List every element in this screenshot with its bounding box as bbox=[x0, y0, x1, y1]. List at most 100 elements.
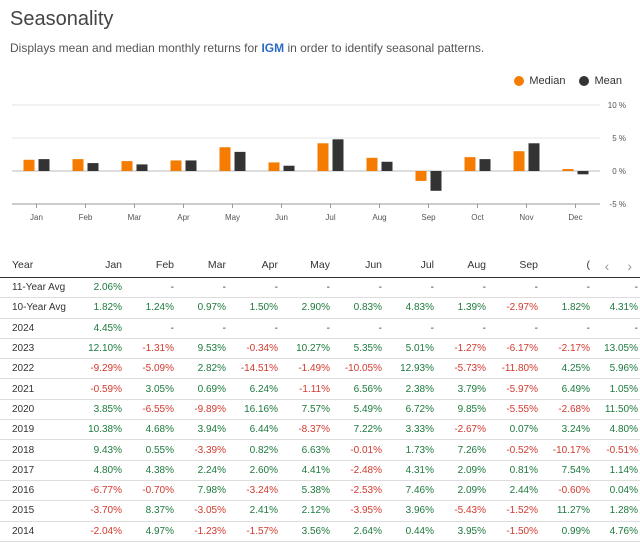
bar-mean-sep bbox=[430, 171, 442, 191]
bar-mean-jan bbox=[38, 159, 50, 171]
x-tick-label: Mar bbox=[128, 213, 142, 222]
y-tick-label: 5 % bbox=[612, 134, 626, 143]
return-cell: 7.98% bbox=[176, 480, 228, 502]
return-cell: - bbox=[488, 277, 540, 299]
table-row: 2021 -0.59% 3.05% 0.69% 6.24% -1.11% 6.56% 2.38… bbox=[0, 378, 640, 400]
return-cell: 3.33% bbox=[384, 419, 436, 441]
bar-mean-mar bbox=[136, 164, 148, 171]
bar-median-jul bbox=[317, 143, 329, 171]
return-cell: - bbox=[228, 318, 280, 339]
return-cell: - bbox=[124, 277, 176, 299]
return-cell: 6.56% bbox=[332, 378, 384, 400]
return-cell: 2.60% bbox=[228, 460, 280, 481]
row-year-label: 2015 bbox=[0, 500, 72, 522]
legend-label-median: Median bbox=[529, 75, 566, 87]
chart-legend: Median Mean bbox=[514, 75, 622, 87]
return-cell: -3.24% bbox=[228, 480, 280, 502]
return-cell: 1.82% bbox=[540, 297, 592, 319]
return-cell: -9.29% bbox=[72, 358, 124, 380]
bar-mean-feb bbox=[87, 163, 99, 171]
return-cell: 6.63% bbox=[280, 439, 332, 461]
return-cell: - bbox=[332, 318, 384, 339]
return-cell: 0.99% bbox=[540, 521, 592, 542]
return-cell: 7.54% bbox=[540, 460, 592, 481]
column-header-sep: Sep bbox=[488, 252, 540, 278]
x-tick-label: Feb bbox=[79, 213, 93, 222]
return-cell: - bbox=[176, 277, 228, 299]
mean-swatch-icon bbox=[579, 76, 590, 86]
legend-item-mean[interactable]: Mean bbox=[579, 75, 622, 87]
return-cell: 5.35% bbox=[332, 338, 384, 360]
return-cell: 2.12% bbox=[280, 500, 332, 522]
return-cell: 1.28% bbox=[592, 500, 640, 522]
subtitle-text-post: in order to identify seasonal patterns. bbox=[284, 41, 485, 55]
return-cell: 0.97% bbox=[176, 297, 228, 319]
return-cell: - bbox=[332, 277, 384, 299]
return-cell: 7.22% bbox=[332, 419, 384, 441]
return-cell: 2.09% bbox=[436, 480, 488, 502]
return-cell: - bbox=[436, 318, 488, 339]
row-year-label: 10-Year Avg bbox=[0, 297, 72, 319]
returns-table-wrapper[interactable]: Year Jan Feb Mar Apr May Jun Jul Aug Sep( 11-Year… bbox=[0, 252, 640, 542]
return-cell: - bbox=[176, 318, 228, 339]
return-cell: -6.17% bbox=[488, 338, 540, 360]
return-cell: -10.05% bbox=[332, 358, 384, 380]
column-header-oct: ( bbox=[540, 252, 592, 278]
table-row: 2014 -2.04% 4.97% -1.23% -1.57% 3.56% 2.64% 0.4… bbox=[0, 521, 640, 542]
return-cell: 4.25% bbox=[540, 358, 592, 380]
return-cell: - bbox=[592, 277, 640, 299]
x-tick-label: Dec bbox=[568, 213, 582, 222]
return-cell: 2.06% bbox=[72, 277, 124, 299]
column-header-jan: Jan bbox=[72, 252, 124, 278]
bar-mean-jun bbox=[283, 165, 295, 171]
page-subtitle: Displays mean and median monthly returns… bbox=[10, 41, 484, 55]
return-cell: -0.51% bbox=[592, 439, 640, 461]
return-cell: 2.38% bbox=[384, 378, 436, 400]
row-year-label: 2017 bbox=[0, 460, 72, 481]
table-row: 2016 -6.77% -0.70% 7.98% -3.24% 5.38% -2.53% 7.… bbox=[0, 480, 640, 502]
x-tick-label: Jun bbox=[275, 213, 288, 222]
return-cell: - bbox=[228, 277, 280, 299]
ticker-link[interactable]: IGM bbox=[261, 41, 285, 55]
seasonality-bar-chart: 10 % 5 % 0 % -5 % Jan Feb Mar Apr May Jun Jul Aug Se… bbox=[12, 101, 626, 222]
y-tick-label: 10 % bbox=[608, 101, 626, 110]
return-cell: 5.49% bbox=[332, 399, 384, 421]
return-cell: 5.38% bbox=[280, 480, 332, 502]
return-cell: 4.76% bbox=[592, 521, 640, 542]
column-header-apr: Apr bbox=[228, 252, 280, 278]
return-cell: - bbox=[540, 277, 592, 299]
return-cell: -0.34% bbox=[228, 338, 280, 360]
return-cell: 13.05% bbox=[592, 338, 640, 360]
return-cell: 0.07% bbox=[488, 419, 540, 441]
return-cell: -8.37% bbox=[280, 419, 332, 441]
return-cell: 3.96% bbox=[384, 500, 436, 522]
return-cell: 2.64% bbox=[332, 521, 384, 542]
return-cell: - bbox=[488, 318, 540, 339]
row-year-label: 2019 bbox=[0, 419, 72, 441]
return-cell: 9.53% bbox=[176, 338, 228, 360]
row-year-label: 2018 bbox=[0, 439, 72, 461]
return-cell: - bbox=[540, 318, 592, 339]
return-cell: -0.70% bbox=[124, 480, 176, 502]
return-cell: 6.24% bbox=[228, 378, 280, 400]
return-cell: - bbox=[436, 277, 488, 299]
legend-label-mean: Mean bbox=[594, 75, 622, 87]
return-cell: - bbox=[280, 318, 332, 339]
return-cell: -2.04% bbox=[72, 521, 124, 542]
x-tick-label: Sep bbox=[421, 213, 436, 222]
column-header-aug: Aug bbox=[436, 252, 488, 278]
return-cell: 0.69% bbox=[176, 378, 228, 400]
return-cell: -1.27% bbox=[436, 338, 488, 360]
return-cell: 6.49% bbox=[540, 378, 592, 400]
bar-median-aug bbox=[366, 157, 378, 171]
return-cell: -2.48% bbox=[332, 460, 384, 481]
return-cell: 3.05% bbox=[124, 378, 176, 400]
return-cell: 6.44% bbox=[228, 419, 280, 441]
return-cell: 4.80% bbox=[592, 419, 640, 441]
x-tick-label: Apr bbox=[177, 213, 190, 222]
bar-mean-nov bbox=[528, 143, 540, 171]
bar-median-apr bbox=[170, 160, 182, 171]
return-cell: 12.93% bbox=[384, 358, 436, 380]
return-cell: 7.26% bbox=[436, 439, 488, 461]
legend-item-median[interactable]: Median bbox=[514, 75, 565, 87]
